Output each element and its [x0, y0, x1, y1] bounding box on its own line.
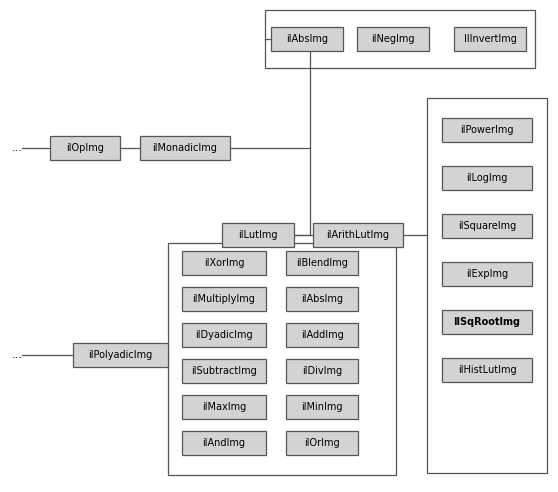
Text: ilLutImg: ilLutImg: [238, 230, 278, 240]
FancyBboxPatch shape: [182, 323, 266, 347]
FancyBboxPatch shape: [313, 223, 403, 247]
Text: ilOpImg: ilOpImg: [66, 143, 104, 153]
Text: ilArithLutImg: ilArithLutImg: [326, 230, 389, 240]
FancyBboxPatch shape: [182, 359, 266, 383]
Text: ilMultiplyImg: ilMultiplyImg: [193, 294, 256, 304]
FancyBboxPatch shape: [442, 262, 532, 286]
FancyBboxPatch shape: [168, 243, 396, 475]
Text: ilPowerImg: ilPowerImg: [460, 125, 514, 135]
FancyBboxPatch shape: [427, 98, 547, 473]
FancyBboxPatch shape: [286, 287, 358, 311]
Text: ilAndImg: ilAndImg: [203, 438, 246, 448]
FancyBboxPatch shape: [442, 358, 532, 382]
FancyBboxPatch shape: [50, 136, 120, 160]
FancyBboxPatch shape: [442, 214, 532, 238]
Text: ilOrImg: ilOrImg: [304, 438, 340, 448]
Text: ilLogImg: ilLogImg: [466, 173, 508, 183]
FancyBboxPatch shape: [182, 287, 266, 311]
Text: ilDivImg: ilDivImg: [302, 366, 342, 376]
FancyBboxPatch shape: [182, 431, 266, 455]
Text: ilAddImg: ilAddImg: [301, 330, 343, 340]
Text: ilNegImg: ilNegImg: [371, 34, 415, 44]
Text: ...: ...: [12, 143, 23, 153]
Text: ilSquareImg: ilSquareImg: [458, 221, 516, 231]
Text: ilAbsImg: ilAbsImg: [301, 294, 343, 304]
Text: ilMaxImg: ilMaxImg: [202, 402, 246, 412]
FancyBboxPatch shape: [286, 359, 358, 383]
Text: ilAbsImg: ilAbsImg: [286, 34, 328, 44]
FancyBboxPatch shape: [286, 323, 358, 347]
Text: ilSubtractImg: ilSubtractImg: [191, 366, 257, 376]
FancyBboxPatch shape: [442, 118, 532, 142]
FancyBboxPatch shape: [442, 310, 532, 334]
FancyBboxPatch shape: [73, 343, 167, 367]
FancyBboxPatch shape: [454, 27, 526, 51]
FancyBboxPatch shape: [442, 166, 532, 190]
Text: ilMinImg: ilMinImg: [301, 402, 343, 412]
Text: ...: ...: [12, 350, 23, 360]
Text: IlSqRootImg: IlSqRootImg: [454, 317, 521, 327]
Text: IlInvertImg: IlInvertImg: [464, 34, 517, 44]
Text: ilDyadicImg: ilDyadicImg: [195, 330, 253, 340]
FancyBboxPatch shape: [357, 27, 429, 51]
Text: ilMonadicImg: ilMonadicImg: [152, 143, 218, 153]
FancyBboxPatch shape: [286, 395, 358, 419]
FancyBboxPatch shape: [140, 136, 230, 160]
FancyBboxPatch shape: [182, 395, 266, 419]
FancyBboxPatch shape: [265, 10, 535, 68]
Text: ilXorImg: ilXorImg: [204, 258, 244, 268]
FancyBboxPatch shape: [271, 27, 343, 51]
FancyBboxPatch shape: [286, 431, 358, 455]
Text: ilExpImg: ilExpImg: [466, 269, 508, 279]
FancyBboxPatch shape: [222, 223, 294, 247]
FancyBboxPatch shape: [286, 251, 358, 275]
Text: ilPolyadicImg: ilPolyadicImg: [88, 350, 152, 360]
Text: ilHistLutImg: ilHistLutImg: [458, 365, 516, 375]
Text: ilBlendImg: ilBlendImg: [296, 258, 348, 268]
FancyBboxPatch shape: [182, 251, 266, 275]
